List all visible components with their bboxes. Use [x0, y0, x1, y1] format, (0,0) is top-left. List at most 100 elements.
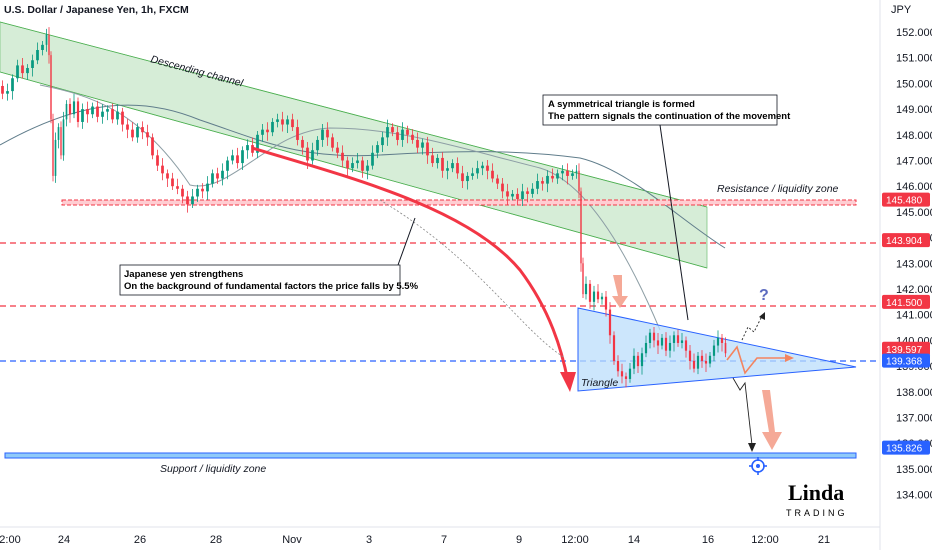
- candle-body-158: [716, 337, 720, 346]
- candle-body-49: [216, 173, 219, 179]
- candle-body-79: [366, 165, 369, 171]
- candle-body-20: [72, 101, 76, 115]
- price-tag-box-1: [882, 233, 930, 248]
- time-tick-10: 16: [702, 534, 714, 546]
- candle-body-68: [311, 150, 314, 161]
- candle-body-38: [161, 165, 164, 174]
- candle-body-101: [476, 168, 479, 174]
- price-tick-5: 147.000: [896, 156, 932, 168]
- time-tick-2: 26: [134, 534, 146, 546]
- triangle-note-line2: The pattern signals the continuation of …: [548, 111, 791, 122]
- candles: [1, 27, 727, 388]
- candle-body-84: [391, 127, 394, 133]
- candle-body-153: [696, 355, 700, 369]
- candle-body-90: [421, 142, 424, 148]
- candle-body-113: [536, 181, 539, 189]
- projection-zigzag-head: [785, 354, 794, 362]
- price-tick-15: 137.000: [896, 413, 932, 425]
- candle-body-8: [36, 49, 39, 61]
- candle-body-134: [620, 371, 624, 377]
- candle-body-36: [151, 137, 154, 156]
- price-tick-3: 149.000: [896, 104, 932, 116]
- candle-body-10: [45, 34, 48, 45]
- candle-body-99: [466, 175, 469, 182]
- price-tick-4: 148.000: [896, 130, 932, 142]
- candle-body-39: [166, 173, 169, 179]
- price-tick-14: 138.000: [896, 387, 932, 399]
- time-axis[interactable]: 2:00 24 26 28 Nov 3 7 9 12:00 14 16 12:00 21: [0, 534, 830, 546]
- projection-arrow-1: [612, 275, 628, 308]
- candle-body-86: [401, 129, 404, 140]
- price-tick-9: 143.000: [896, 258, 932, 270]
- candle-body-26: [101, 111, 104, 117]
- candle-body-4: [16, 65, 19, 79]
- candle-body-33: [136, 127, 139, 138]
- candle-body-142: [652, 332, 656, 341]
- price-tag-2: 141.500: [886, 298, 923, 309]
- candle-body-115: [546, 175, 549, 184]
- time-tick-0: 2:00: [0, 534, 21, 546]
- time-tick-7: 9: [516, 534, 522, 546]
- triangle-pattern: [577, 307, 857, 392]
- time-tick-9: 14: [628, 534, 640, 546]
- triangle-note-pointer: [659, 124, 689, 321]
- price-tick-2: 150.000: [896, 78, 932, 90]
- candle-body-96: [451, 163, 454, 169]
- triangle-note-line1: A symmetrical triangle is formed: [548, 99, 695, 110]
- support-label: Support / liquidity zone: [160, 463, 266, 475]
- candle-body-137: [632, 355, 636, 369]
- triangle-label: Triangle: [581, 377, 618, 389]
- candle-body-97: [456, 163, 459, 174]
- yen-note-pointer: [397, 217, 416, 266]
- candle-body-52: [231, 155, 234, 161]
- candle-body-118: [561, 170, 564, 174]
- candle-body-65: [296, 127, 299, 140]
- candle-body-144: [660, 337, 664, 346]
- candle-body-120: [571, 173, 574, 176]
- candle-body-157: [712, 345, 716, 356]
- candle-body-2: [6, 91, 9, 94]
- price-axis[interactable]: [880, 0, 932, 550]
- candle-body-114: [541, 181, 544, 184]
- candle-body-61: [276, 119, 279, 122]
- candle-body-19: [68, 103, 72, 115]
- candle-body-111: [526, 191, 529, 194]
- price-tag-box-5: [882, 440, 930, 455]
- time-tick-8: 12:00: [561, 534, 589, 546]
- time-tick-5: 3: [366, 534, 372, 546]
- candle-body-22: [81, 109, 84, 122]
- chart-title: U.S. Dollar / Japanese Yen, 1h, FXCM: [4, 4, 189, 16]
- price-tick-10: 142.000: [896, 284, 932, 296]
- candle-body-116: [551, 175, 554, 179]
- dotted-guide: [379, 199, 566, 359]
- candle-body-35: [146, 132, 149, 138]
- candle-body-95: [446, 168, 449, 171]
- candle-body-89: [416, 139, 419, 148]
- linda-trading-logo: Linda TRADING: [786, 480, 845, 518]
- scenario-down-path: [732, 377, 753, 446]
- time-tick-1: 24: [58, 534, 70, 546]
- candle-body-42: [181, 188, 184, 197]
- candle-body-130: [604, 296, 608, 310]
- question-mark: ?: [759, 287, 769, 304]
- candle-body-93: [436, 157, 439, 164]
- price-tick-1: 151.000: [896, 53, 932, 65]
- candle-body-41: [176, 186, 179, 189]
- yen-note-box: [119, 264, 401, 296]
- candle-body-73: [336, 147, 339, 153]
- candle-body-107: [506, 191, 509, 197]
- candle-body-151: [688, 350, 692, 361]
- candle-body-112: [531, 188, 534, 194]
- projection-arrow-2: [762, 390, 782, 450]
- candle-body-67: [306, 147, 309, 161]
- candle-body-1: [1, 85, 4, 94]
- candle-body-54: [241, 150, 244, 164]
- logo-main: Linda: [788, 480, 844, 505]
- candle-body-146: [668, 342, 672, 351]
- candle-body-83: [386, 127, 389, 138]
- candle-body-135: [624, 376, 628, 379]
- candle-body-57: [256, 134, 259, 153]
- candle-body-50: [221, 170, 224, 179]
- candle-body-131: [608, 309, 612, 336]
- price-tag-box-2: [882, 294, 930, 309]
